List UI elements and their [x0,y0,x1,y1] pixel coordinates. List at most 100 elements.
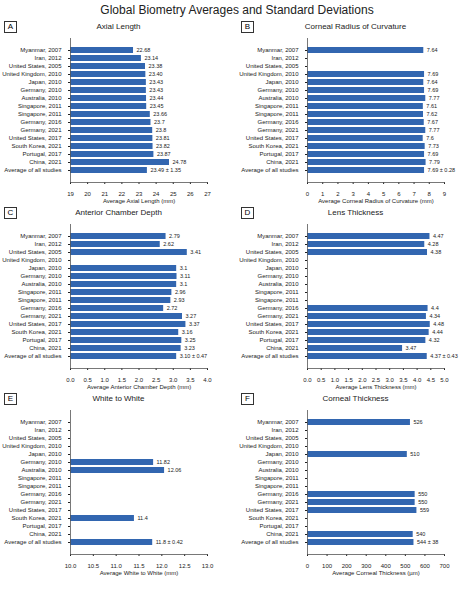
svg-text:United States, 2005: United States, 2005 [246,63,299,69]
svg-text:4.32: 4.32 [429,337,440,343]
svg-text:Singapore, 2011: Singapore, 2011 [18,483,62,489]
svg-text:7.69: 7.69 [428,151,439,157]
svg-text:China, 2021: China, 2021 [266,531,299,537]
svg-text:Myanmar, 2007: Myanmar, 2007 [257,233,299,239]
svg-text:Germany, 2016: Germany, 2016 [21,305,63,311]
svg-text:3.0: 3.0 [169,377,178,383]
svg-text:Singapore, 2011: Singapore, 2011 [255,483,299,489]
svg-text:Singapore, 2011: Singapore, 2011 [18,103,62,109]
svg-text:Australia, 2010: Australia, 2010 [21,281,62,287]
svg-text:4.37 ± 0.43: 4.37 ± 0.43 [430,353,457,359]
svg-text:Japan, 2010: Japan, 2010 [28,451,62,457]
svg-text:4.47: 4.47 [433,233,444,239]
svg-text:10.5: 10.5 [87,563,99,569]
svg-text:23.7: 23.7 [154,119,165,125]
svg-text:United States, 2005: United States, 2005 [246,249,299,255]
svg-text:7.79: 7.79 [429,159,440,165]
svg-text:544 ± 38: 544 ± 38 [417,539,438,545]
svg-text:Average of all studies: Average of all studies [241,353,298,359]
svg-text:Average Corneal Thickness (µm): Average Corneal Thickness (µm) [332,570,420,576]
svg-text:7.73: 7.73 [428,143,439,149]
svg-text:Germany, 2021: Germany, 2021 [21,313,63,319]
svg-text:3.41: 3.41 [190,249,201,255]
svg-text:Germany, 2021: Germany, 2021 [258,127,300,133]
svg-text:3.5: 3.5 [186,377,195,383]
svg-text:United Kingdom, 2010: United Kingdom, 2010 [2,71,62,77]
svg-text:21: 21 [101,191,108,197]
svg-text:8: 8 [428,191,432,197]
svg-text:United States, 2005: United States, 2005 [9,249,62,255]
svg-text:3.27: 3.27 [185,313,196,319]
svg-text:4.28: 4.28 [428,241,439,247]
svg-text:3.23: 3.23 [184,345,195,351]
svg-text:400: 400 [381,563,392,569]
svg-text:7.62: 7.62 [426,111,437,117]
svg-text:Portugal, 2017: Portugal, 2017 [22,337,62,343]
svg-text:23.43: 23.43 [149,87,163,93]
svg-text:Singapore, 2011: Singapore, 2011 [18,111,62,117]
svg-text:United Kingdom, 2010: United Kingdom, 2010 [239,257,299,263]
svg-text:Germany, 2016: Germany, 2016 [21,491,63,497]
svg-text:10.0: 10.0 [65,563,77,569]
svg-text:Myanmar, 2007: Myanmar, 2007 [20,419,62,425]
svg-text:1: 1 [321,191,325,197]
svg-text:Portugal, 2017: Portugal, 2017 [22,523,62,529]
svg-text:Iran, 2012: Iran, 2012 [34,55,62,61]
svg-text:United Kingdom, 2010: United Kingdom, 2010 [239,71,299,77]
svg-text:550: 550 [418,499,427,505]
svg-text:Singapore, 2011: Singapore, 2011 [18,475,62,481]
svg-text:0: 0 [306,563,310,569]
svg-text:2.79: 2.79 [169,233,180,239]
svg-text:Average Anterior Chamber Depth: Average Anterior Chamber Depth (mm) [87,384,191,390]
svg-text:United States, 2005: United States, 2005 [9,63,62,69]
svg-text:3.5: 3.5 [399,377,408,383]
svg-text:0.0: 0.0 [303,377,312,383]
svg-text:1.0: 1.0 [331,377,340,383]
svg-text:550: 550 [418,491,427,497]
svg-text:23.44: 23.44 [150,95,164,101]
svg-text:3.10 ± 0.47: 3.10 ± 0.47 [180,353,207,359]
svg-text:United States, 2017: United States, 2017 [9,135,62,141]
svg-text:23.81: 23.81 [156,135,170,141]
svg-text:2.0: 2.0 [358,377,367,383]
svg-text:South Korea, 2021: South Korea, 2021 [11,329,62,335]
svg-text:Germany, 2016: Germany, 2016 [21,119,63,125]
svg-text:23.38: 23.38 [149,63,163,69]
svg-text:300: 300 [361,563,372,569]
svg-text:South Korea, 2021: South Korea, 2021 [248,143,299,149]
svg-text:510: 510 [410,451,419,457]
svg-text:4.0: 4.0 [413,377,422,383]
svg-text:Portugal, 2017: Portugal, 2017 [259,151,299,157]
svg-text:Iran, 2012: Iran, 2012 [271,427,299,433]
svg-text:United States, 2017: United States, 2017 [246,135,299,141]
svg-text:3.25: 3.25 [185,337,196,343]
svg-text:Singapore, 2011: Singapore, 2011 [18,297,62,303]
svg-text:24: 24 [153,191,160,197]
svg-text:0.5: 0.5 [317,377,326,383]
svg-text:Germany, 2021: Germany, 2021 [21,127,63,133]
svg-text:27: 27 [204,191,211,197]
svg-text:12.5: 12.5 [179,563,191,569]
svg-text:2.72: 2.72 [167,305,178,311]
svg-text:United Kingdom, 2010: United Kingdom, 2010 [2,257,62,263]
svg-text:23.14: 23.14 [144,55,158,61]
svg-text:China, 2021: China, 2021 [266,159,299,165]
svg-text:Australia, 2010: Australia, 2010 [258,95,299,101]
svg-text:South Korea, 2021: South Korea, 2021 [11,515,62,521]
svg-text:0.5: 0.5 [83,377,92,383]
svg-text:12.06: 12.06 [168,467,182,473]
svg-text:Germany, 2010: Germany, 2010 [258,273,300,279]
svg-text:3.11: 3.11 [180,273,190,279]
svg-text:24.78: 24.78 [172,159,186,165]
svg-text:5.0: 5.0 [440,377,449,383]
svg-text:Australia, 2010: Australia, 2010 [21,467,62,473]
svg-text:Germany, 2010: Germany, 2010 [21,87,63,93]
svg-text:Australia, 2010: Australia, 2010 [258,281,299,287]
svg-text:500: 500 [400,563,411,569]
svg-text:11.82: 11.82 [157,459,170,465]
svg-text:13.0: 13.0 [202,563,214,569]
svg-text:United States, 2005: United States, 2005 [9,435,62,441]
svg-text:11.5: 11.5 [133,563,145,569]
svg-text:559: 559 [420,507,429,513]
svg-text:12.0: 12.0 [156,563,168,569]
